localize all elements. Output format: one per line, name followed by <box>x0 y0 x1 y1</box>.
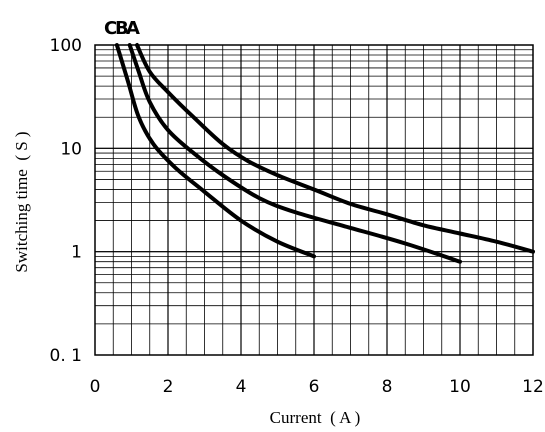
y-tick-label: 0. 1 <box>50 346 82 366</box>
series-line-a <box>135 43 535 254</box>
series-group <box>114 43 535 264</box>
x-tick-labels: 0 2 4 6 8 10 12 <box>90 377 544 397</box>
series-labels: CBA <box>104 18 140 39</box>
x-tick-label: 0 <box>90 377 101 397</box>
y-tick-label: 1 <box>71 243 82 263</box>
grid <box>95 45 533 355</box>
y-tick-label: 100 <box>50 36 82 56</box>
series-line-c <box>114 43 316 259</box>
x-tick-label: 12 <box>522 377 544 397</box>
y-tick-label: 10 <box>60 139 82 159</box>
series-label-a: A <box>126 18 140 39</box>
x-tick-label: 4 <box>236 377 247 397</box>
x-axis-title: Current ( A ) <box>270 408 361 427</box>
y-tick-labels: 0. 1 1 10 100 <box>50 36 82 366</box>
series-label-b: B <box>115 18 129 39</box>
x-tick-label: 2 <box>163 377 174 397</box>
y-axis-title: Switching time ( S ) <box>12 131 31 272</box>
x-tick-label: 6 <box>309 377 320 397</box>
series-line-b <box>127 43 462 264</box>
plot-frame <box>94 44 534 356</box>
x-tick-label: 10 <box>449 377 471 397</box>
x-tick-label: 8 <box>382 377 393 397</box>
series-label-c: C <box>104 18 117 39</box>
